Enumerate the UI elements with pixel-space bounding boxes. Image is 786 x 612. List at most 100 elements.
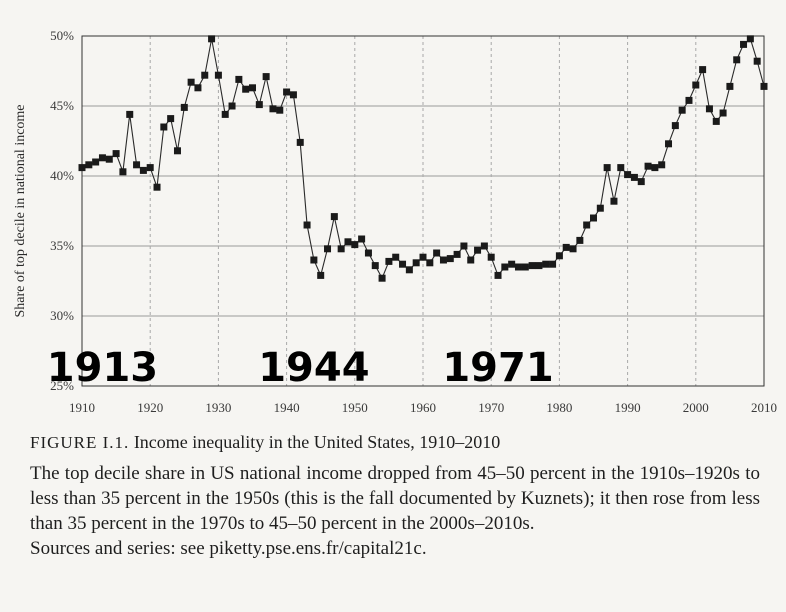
data-point [330,213,338,221]
data-point [562,243,570,251]
data-point [262,73,270,81]
data-point [740,40,748,48]
data-point [705,105,713,113]
data-point [310,256,318,264]
data-point [439,256,447,264]
data-markers [78,35,768,282]
data-point [480,242,488,250]
data-point [221,110,229,118]
data-point [726,82,734,90]
data-point [351,241,359,249]
data-point [214,71,222,79]
x-tick-label: 1920 [137,400,163,415]
income-inequality-chart: 25%30%35%40%45%50% 1910 1920 1930 1940 1950 1… [13,28,777,415]
data-point [733,56,741,64]
data-point [433,249,441,257]
year-annotation: 1944 [258,345,369,391]
data-point [78,164,86,172]
data-point [624,171,632,179]
data-point [228,102,236,110]
data-point [460,242,468,250]
x-axis-ticks: 1910 1920 1930 1940 1950 1960 1970 1980 1990 2000… [69,400,777,415]
data-point [474,246,482,254]
data-point [678,106,686,114]
data-point [399,260,407,268]
data-point [535,262,543,270]
data-point [753,57,761,65]
data-point [337,245,345,253]
data-point [692,81,700,89]
y-tick-label: 30% [50,308,74,323]
data-point [528,262,536,270]
data-point [194,84,202,92]
data-point [658,161,666,169]
data-point [426,259,434,267]
data-point [146,164,154,172]
data-point [412,259,420,267]
x-tick-label: 2010 [751,400,777,415]
data-point [637,178,645,186]
data-point [208,35,216,43]
figure-source: Sources and series: see piketty.pse.ens.… [30,538,427,559]
figure-description: The top decile share in US national inco… [30,463,760,534]
data-point [371,262,379,270]
data-point [173,147,181,155]
data-point [644,162,652,170]
x-tick-label: 1970 [478,400,504,415]
data-point [603,164,611,172]
data-point [651,164,659,172]
data-point [358,235,366,243]
data-point [467,256,475,264]
x-tick-label: 1990 [615,400,641,415]
data-point [501,263,509,271]
data-point [167,115,175,123]
data-point [508,260,516,268]
figure-label: FIGURE I.1. [30,433,130,452]
data-point [269,105,277,113]
data-point [630,173,638,181]
x-tick-label: 1980 [546,400,572,415]
year-annotation: 1913 [47,345,158,391]
plot-frame [81,35,765,387]
data-point [283,88,291,96]
data-point [405,266,413,274]
data-point [665,140,673,148]
data-point [364,249,372,257]
data-point [92,158,100,166]
data-point [576,236,584,244]
data-point [569,245,577,253]
data-point [699,66,707,74]
y-tick-label: 45% [50,98,74,113]
x-tick-label: 1930 [205,400,231,415]
data-point [324,245,332,253]
data-point [105,155,113,163]
data-point [296,138,304,146]
figure-title-line: FIGURE I.1. Income inequality in the Uni… [30,430,760,455]
x-tick-label: 1940 [274,400,300,415]
x-tick-label: 2000 [683,400,709,415]
y-axis-ticks: 25% 30% 35% 40% 45% 50% [50,28,74,393]
data-point [671,122,679,130]
figure-caption: FIGURE I.1. Income inequality in the Uni… [30,430,760,561]
data-point [521,263,529,271]
data-point [344,238,352,246]
data-point [590,214,597,222]
data-point [187,78,195,86]
data-point [276,106,284,114]
chart-grid [82,36,764,386]
data-point [719,109,727,117]
data-point [555,252,563,260]
data-point [685,96,693,104]
data-point [446,255,454,263]
data-point [126,110,134,118]
data-point [617,164,625,172]
data-point [242,85,250,93]
data-point [160,123,168,131]
data-point [303,221,311,229]
data-point [249,84,256,92]
x-tick-label: 1950 [342,400,368,415]
data-point [98,154,106,162]
y-tick-label: 25% [50,378,74,393]
data-point [180,103,188,111]
y-tick-label: 40% [50,168,74,183]
